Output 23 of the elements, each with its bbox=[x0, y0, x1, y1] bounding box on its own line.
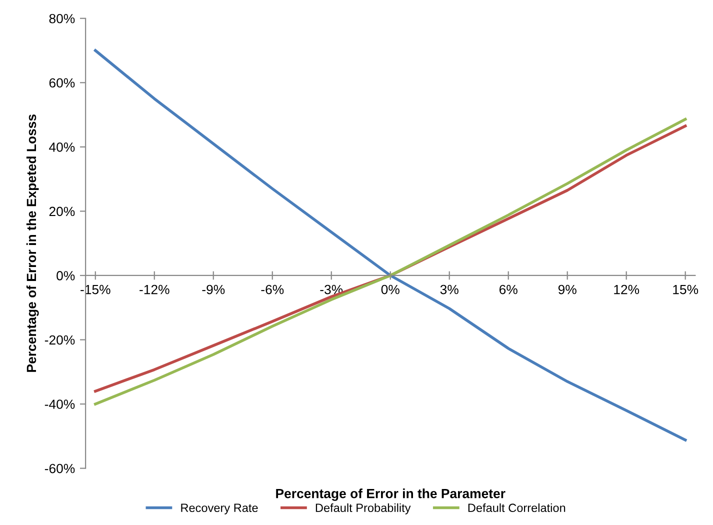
x-tick-label: 6% bbox=[499, 284, 518, 294]
y-tick-label: 20% bbox=[49, 206, 75, 216]
y-tick-label: -60% bbox=[44, 464, 75, 474]
y-axis-title: Percentage of Error in the Expeted Losss bbox=[26, 114, 39, 372]
x-tick-label: -15% bbox=[80, 284, 110, 294]
y-tick-label: -40% bbox=[44, 400, 75, 409]
legend-label: Default Correlation bbox=[468, 503, 566, 512]
y-tick-label: 0% bbox=[56, 271, 75, 280]
y-tick-label: 60% bbox=[49, 78, 75, 88]
x-tick-label: 12% bbox=[614, 284, 640, 294]
x-tick-label: -12% bbox=[140, 284, 170, 294]
y-tick-label: 80% bbox=[49, 14, 75, 24]
x-tick-label: 9% bbox=[558, 284, 576, 294]
x-tick-label: -6% bbox=[261, 284, 284, 294]
legend-label: Default Probability bbox=[316, 503, 411, 514]
x-tick-label: 3% bbox=[440, 284, 458, 294]
x-tick-label: 15% bbox=[673, 284, 698, 294]
y-tick-label: -20% bbox=[44, 335, 75, 345]
legend-label: Recovery Rate bbox=[181, 504, 258, 514]
x-axis-title: Percentage of Error in the Parameter bbox=[276, 488, 506, 501]
y-tick-label: 40% bbox=[49, 142, 75, 152]
x-tick-label: 0% bbox=[381, 284, 400, 294]
x-tick-label: -9% bbox=[202, 284, 225, 294]
